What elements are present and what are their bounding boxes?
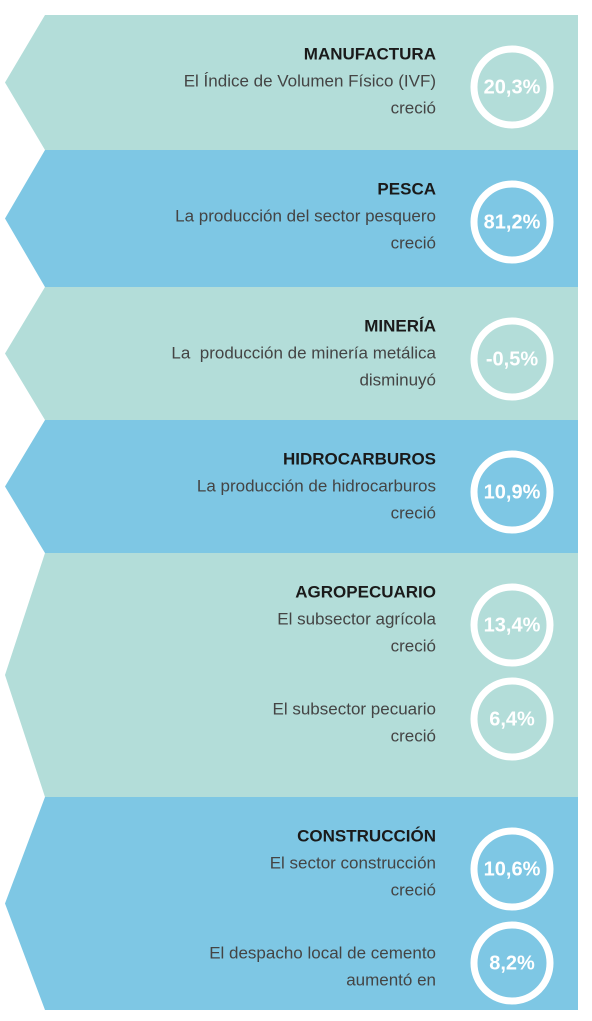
item-text: La producción del sector pesquero	[175, 206, 436, 225]
band	[5, 150, 578, 287]
value-ring	[470, 583, 554, 667]
band	[5, 287, 578, 420]
item-text: El Índice de Volumen Físico (IVF)	[184, 71, 436, 90]
value-ring	[470, 921, 554, 1005]
value-label: 20,3%	[484, 76, 541, 98]
item-text: El sector construcción	[270, 853, 436, 872]
value-ring	[470, 180, 554, 264]
section-title: AGROPECUARIO	[295, 582, 436, 601]
value-label: 10,9%	[484, 481, 541, 503]
value-ring	[470, 450, 554, 534]
section-title: HIDROCARBUROS	[283, 449, 436, 468]
item-text: El subsector agrícola	[277, 609, 436, 628]
section-title: MINERÍA	[364, 316, 436, 335]
value-ring	[470, 827, 554, 911]
item-text: aumentó en	[346, 970, 436, 989]
item-text: creció	[391, 503, 436, 522]
value-label: -0,5%	[486, 348, 538, 370]
value-label: 10,6%	[484, 858, 541, 880]
value-ring	[470, 677, 554, 761]
item-text: disminuyó	[359, 370, 436, 389]
value-ring	[470, 45, 554, 129]
section-title: MANUFACTURA	[304, 44, 436, 63]
item-text: creció	[391, 233, 436, 252]
item-text: El despacho local de cemento	[209, 943, 436, 962]
section-title: PESCA	[377, 179, 436, 198]
band	[5, 420, 578, 553]
item-text: La producción de minería metálica	[171, 343, 436, 362]
value-label: 81,2%	[484, 211, 541, 233]
value-label: 8,2%	[489, 952, 535, 974]
item-text: creció	[391, 98, 436, 117]
item-text: creció	[391, 726, 436, 745]
item-text: La producción de hidrocarburos	[197, 476, 436, 495]
band	[5, 553, 578, 797]
item-text: El subsector pecuario	[273, 699, 436, 718]
item-text: creció	[391, 880, 436, 899]
item-text: creció	[391, 636, 436, 655]
band	[5, 15, 578, 150]
band	[5, 797, 578, 1010]
value-ring	[470, 317, 554, 401]
value-label: 6,4%	[489, 708, 535, 730]
value-label: 13,4%	[484, 614, 541, 636]
section-title: CONSTRUCCIÓN	[297, 826, 436, 845]
